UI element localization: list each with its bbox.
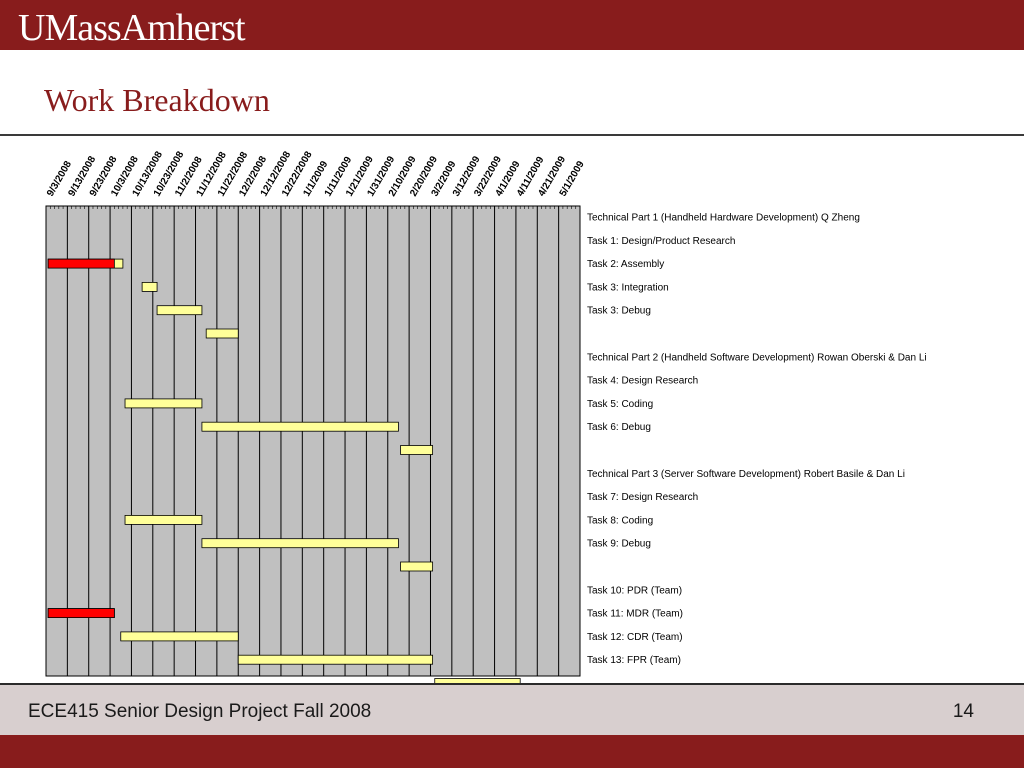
footer-course-title: ECE415 Senior Design Project Fall 2008 xyxy=(28,701,372,722)
footer-band xyxy=(0,735,1024,768)
task-label: Task 10: PDR (Team) xyxy=(587,585,682,596)
gridlines xyxy=(66,206,560,676)
task-bar xyxy=(434,678,521,683)
task-label: Task 3: Debug xyxy=(587,306,651,317)
gantt-chart: 9/3/20089/13/20089/23/200810/3/200810/13… xyxy=(44,140,964,683)
task-bars xyxy=(47,258,521,683)
task-label: Task 9: Debug xyxy=(587,539,651,550)
task-bar-complete xyxy=(47,258,115,269)
task-bar-complete xyxy=(47,608,115,618)
task-label: Technical Part 2 (Handheld Software Deve… xyxy=(587,352,927,363)
task-label: Task 1: Design/Product Research xyxy=(587,236,735,247)
task-bar xyxy=(201,421,399,432)
task-bar xyxy=(237,654,434,665)
task-label: Task 5: Coding xyxy=(587,399,653,410)
task-bar xyxy=(124,398,203,409)
task-label: Task 2: Assembly xyxy=(587,259,664,270)
task-label: Task 4: Design Research xyxy=(587,376,698,387)
task-bar xyxy=(201,538,399,549)
task-label: Task 12: CDR (Team) xyxy=(587,632,683,643)
title-divider xyxy=(0,134,1024,136)
task-label: Task 8: Coding xyxy=(587,515,653,526)
task-bar xyxy=(400,445,434,455)
page-title: Work Breakdown xyxy=(44,82,270,118)
umass-logo: UMassAmherst xyxy=(18,7,246,49)
task-label: Task 6: Debug xyxy=(587,422,651,433)
minor-ticks xyxy=(45,206,581,209)
plot-area xyxy=(45,205,581,677)
page-number: 14 xyxy=(952,701,974,722)
task-label: Task 13: FPR (Team) xyxy=(587,655,681,666)
task-bar xyxy=(141,281,158,292)
task-bar xyxy=(156,305,203,316)
row-labels: Technical Part 1 (Handheld Hardware Deve… xyxy=(587,213,927,667)
task-label: Task 11: MDR (Team) xyxy=(587,609,683,620)
task-bar xyxy=(205,328,239,339)
task-label: Technical Part 1 (Handheld Hardware Deve… xyxy=(587,213,860,224)
task-bar xyxy=(124,515,203,525)
task-label: Task 7: Design Research xyxy=(587,492,698,503)
task-label: Technical Part 3 (Server Software Develo… xyxy=(587,469,905,480)
footer: ECE415 Senior Design Project Fall 2008 1… xyxy=(0,683,1024,735)
task-label: Task 3: Integration xyxy=(587,282,669,293)
task-bar xyxy=(400,561,434,572)
header-band: UMassAmherst xyxy=(0,0,1024,50)
task-bar xyxy=(120,631,239,642)
